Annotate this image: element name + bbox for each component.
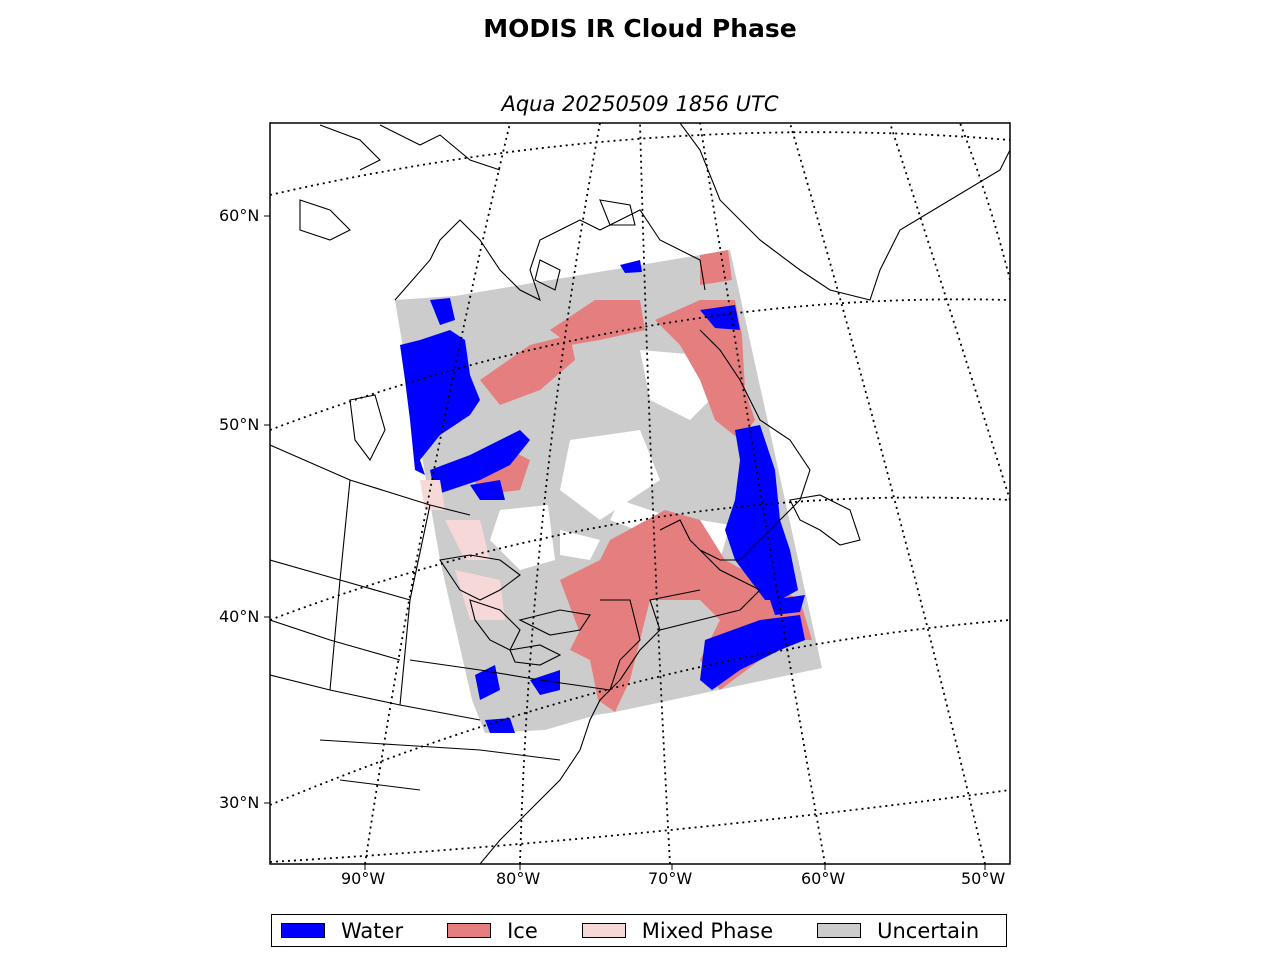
- legend-label-ice: Ice: [507, 918, 538, 943]
- coastlines: [270, 123, 1010, 864]
- legend-swatch-ice: [447, 923, 492, 938]
- axis-ticks: [264, 215, 986, 870]
- lat-label-60n: 60°N: [219, 206, 260, 225]
- map-title: MODIS IR Cloud Phase: [483, 14, 797, 43]
- lat-label-50n: 50°N: [219, 415, 260, 434]
- lon-label-60w: 60°W: [801, 869, 846, 888]
- lat-label-40n: 40°N: [219, 607, 260, 626]
- graticule: [270, 123, 1010, 864]
- map-frame: [269, 122, 1011, 865]
- lon-label-90w: 90°W: [341, 869, 386, 888]
- legend-swatch-water: [281, 923, 325, 938]
- legend-item-ice: Ice: [447, 919, 538, 943]
- legend-swatch-uncertain: [817, 923, 862, 938]
- legend-item-water: Water: [281, 919, 403, 943]
- legend: Water Ice Mixed Phase Uncertain: [271, 914, 1007, 947]
- lon-label-50w: 50°W: [961, 869, 1006, 888]
- legend-swatch-mixed: [581, 923, 626, 938]
- lat-label-30n: 30°N: [219, 793, 260, 812]
- legend-item-mixed: Mixed Phase: [581, 918, 774, 943]
- legend-item-uncertain: Uncertain: [817, 919, 979, 943]
- lon-label-70w: 70°W: [648, 869, 693, 888]
- map-subtitle: Aqua 20250509 1856 UTC: [501, 92, 779, 116]
- lon-label-80w: 80°W: [496, 869, 541, 888]
- legend-label-mixed: Mixed Phase: [641, 918, 774, 943]
- legend-label-uncertain: Uncertain: [877, 918, 980, 943]
- legend-label-water: Water: [341, 918, 404, 943]
